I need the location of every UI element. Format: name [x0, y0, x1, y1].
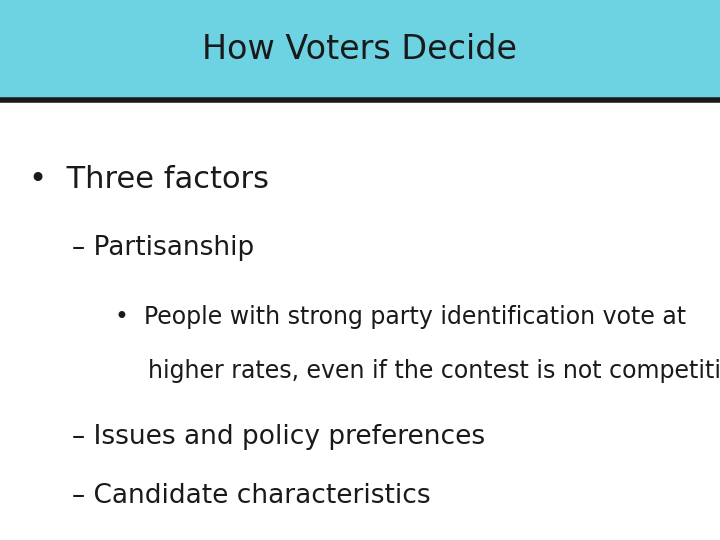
- Text: – Partisanship: – Partisanship: [72, 235, 254, 261]
- Text: – Candidate characteristics: – Candidate characteristics: [72, 483, 431, 509]
- Text: How Voters Decide: How Voters Decide: [202, 33, 518, 66]
- Text: – Issues and policy preferences: – Issues and policy preferences: [72, 424, 485, 450]
- Text: •  People with strong party identification vote at: • People with strong party identificatio…: [115, 305, 686, 329]
- Text: higher rates, even if the contest is not competitive.: higher rates, even if the contest is not…: [148, 359, 720, 383]
- Bar: [0, 0, 720, 100]
- Text: •  Three factors: • Three factors: [29, 165, 269, 194]
